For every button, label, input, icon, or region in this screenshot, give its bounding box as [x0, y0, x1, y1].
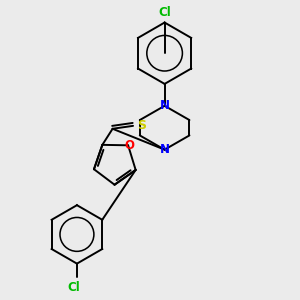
Text: S: S [137, 119, 146, 132]
Text: N: N [160, 143, 170, 156]
Text: O: O [124, 139, 135, 152]
Text: Cl: Cl [68, 281, 80, 294]
Text: N: N [160, 99, 170, 112]
Text: Cl: Cl [158, 6, 171, 19]
